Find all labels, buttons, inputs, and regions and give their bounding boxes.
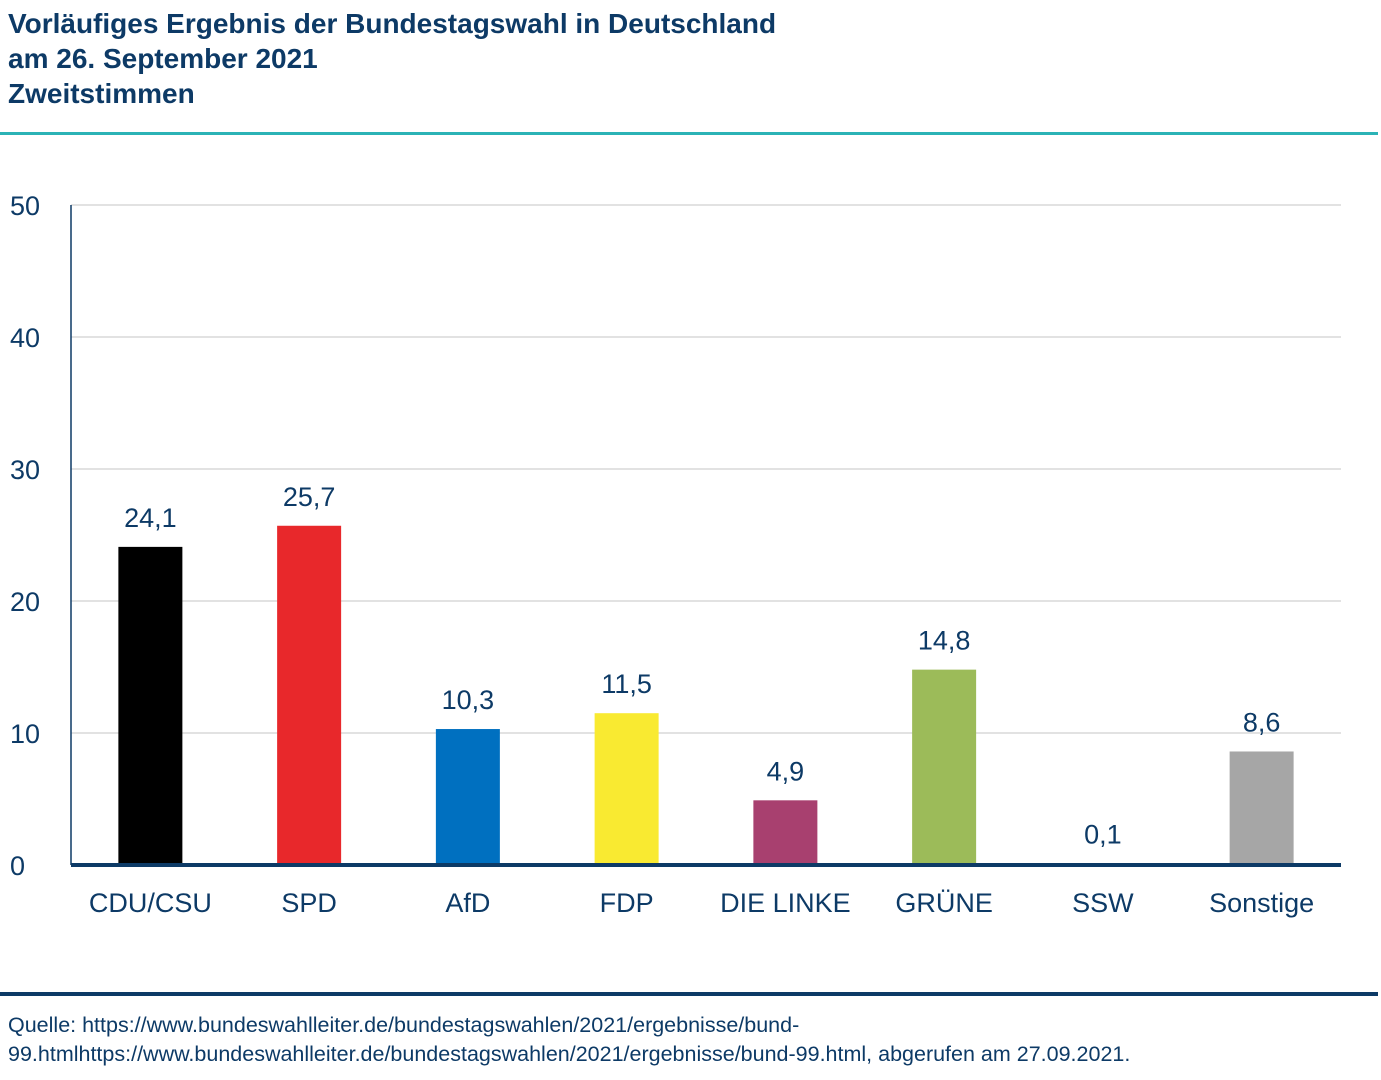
bar — [753, 800, 818, 865]
y-tick-label: 30 — [10, 455, 40, 485]
bar — [594, 713, 659, 865]
x-tick-label: SSW — [1072, 888, 1134, 918]
bar-chart: 0 10 20 30 40 50 24,1 CDU/CSU 25,7 SPD 10,3 AfD 11,5… — [10, 191, 1341, 918]
source-line-2: 99.htmlhttps://www.bundeswahlleiter.de/b… — [8, 1042, 1131, 1066]
data-label: 24,1 — [124, 503, 177, 533]
x-tick-label: AfD — [445, 888, 490, 918]
data-label: 4,9 — [767, 756, 805, 786]
source-line-1: Quelle: https://www.bundeswahlleiter.de/… — [8, 1013, 800, 1037]
x-tick-label: GRÜNE — [895, 888, 993, 918]
bar — [1229, 751, 1294, 865]
x-tick-label: FDP — [600, 888, 654, 918]
data-label: 14,8 — [918, 626, 971, 656]
x-tick-label: Sonstige — [1209, 888, 1314, 918]
x-tick-label: CDU/CSU — [89, 888, 212, 918]
chart-title-block: Vorläufiges Ergebnis der Bundestagswahl … — [8, 6, 776, 111]
y-tick-label: 40 — [10, 323, 40, 353]
bar — [277, 525, 342, 865]
chart-subtitle: Zweitstimmen — [8, 78, 195, 109]
chart-title-line-1: Vorläufiges Ergebnis der Bundestagswahl … — [8, 8, 777, 39]
chart-title-line-2: am 26. September 2021 — [8, 43, 318, 74]
y-tick-label: 50 — [10, 191, 40, 221]
bar — [435, 729, 500, 865]
data-label: 0,1 — [1084, 820, 1122, 850]
y-tick-label: 20 — [10, 587, 40, 617]
y-tick-label: 0 — [10, 851, 25, 881]
x-tick-label: SPD — [281, 888, 337, 918]
bar — [118, 546, 183, 865]
bottom-rule — [0, 992, 1378, 996]
data-label: 25,7 — [283, 482, 336, 512]
data-label: 10,3 — [442, 685, 495, 715]
bar — [912, 669, 977, 865]
data-label: 8,6 — [1243, 707, 1281, 737]
top-accent-rule — [0, 132, 1378, 135]
y-tick-label: 10 — [10, 719, 40, 749]
source-note: Quelle: https://www.bundeswahlleiter.de/… — [8, 1011, 1130, 1069]
x-tick-label: DIE LINKE — [720, 888, 851, 918]
data-label: 11,5 — [601, 669, 652, 699]
